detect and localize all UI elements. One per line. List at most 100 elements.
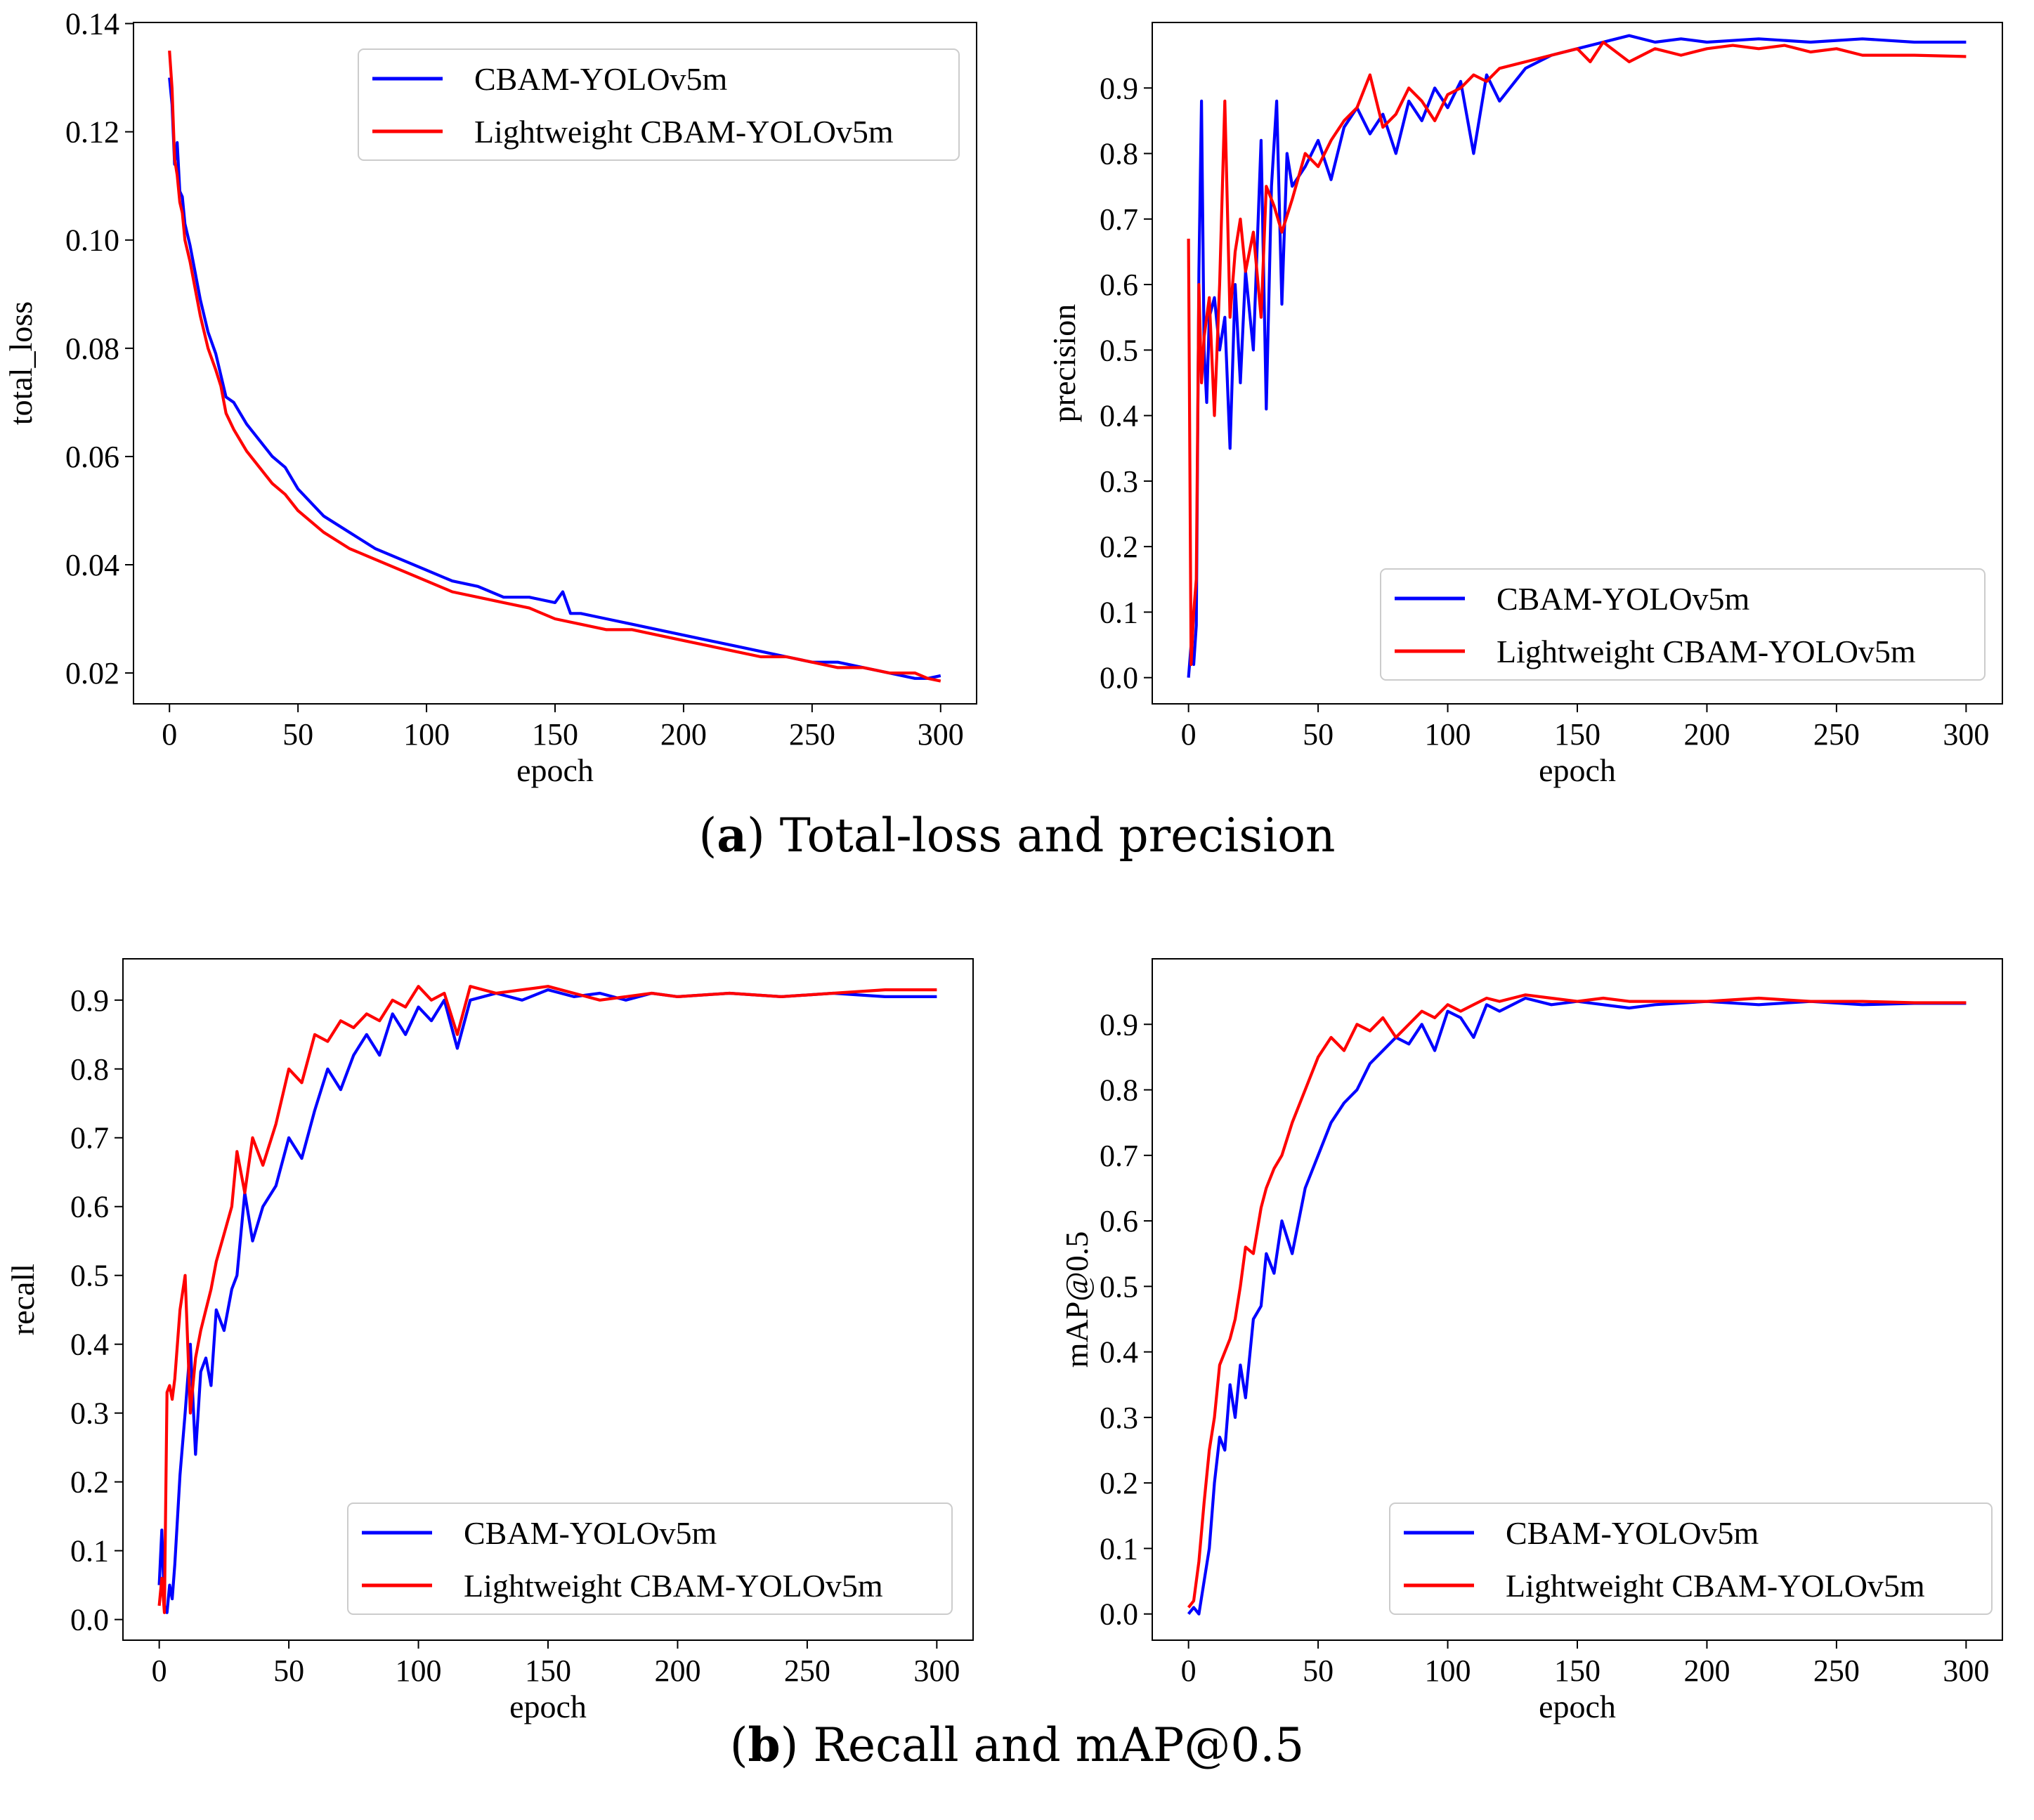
x-tick-label: 150: [1554, 717, 1601, 752]
y-tick-label: 0.6: [1100, 268, 1138, 302]
y-tick-label: 0.06: [65, 440, 119, 474]
y-tick-label: 0.2: [1100, 1466, 1138, 1500]
x-tick-label: 250: [1813, 1654, 1860, 1688]
x-axis-label: epoch: [516, 752, 594, 788]
y-tick-label: 0.7: [1100, 202, 1138, 237]
caption-b: (b) Recall and mAP@0.5: [729, 1717, 1305, 1772]
y-tick-label: 0.2: [1100, 530, 1138, 564]
y-axis-label: total_loss: [3, 301, 39, 425]
chart-recall: 0 50 100 150 200 250 300 0.0 0.1 0.2 0.3 0.4 0.5 0.6 0…: [5, 958, 974, 1724]
x-tick-label: 50: [1303, 717, 1334, 752]
series-line-lightweight-cbam-yolov5m: [168, 50, 941, 683]
legend-label: CBAM-YOLOv5m: [474, 61, 728, 97]
y-tick-label: 0.6: [70, 1190, 109, 1224]
x-tick-label: 150: [532, 717, 578, 752]
x-tick-label: 50: [273, 1654, 304, 1688]
x-tick-label: 200: [1683, 717, 1730, 752]
y-tick-label: 0.3: [70, 1396, 109, 1431]
chart-precision: 0 50 100 150 200 250 300 0.0 0.1 0.2 0.3 0.4 0.5 0.6 0…: [1046, 22, 2003, 788]
caption-a-text: Total-loss and precision: [779, 808, 1336, 863]
y-tick-label: 0.7: [1100, 1139, 1138, 1173]
series-line-cbam-yolov5m: [157, 988, 937, 1614]
y-tick-label: 0.8: [70, 1052, 109, 1087]
legend: CBAM-YOLOv5m Lightweight CBAM-YOLOv5m: [347, 1503, 953, 1615]
y-tick-label: 0.3: [1100, 464, 1138, 499]
y-tick-label: 0.5: [1100, 333, 1138, 367]
x-tick-label: 50: [1303, 1654, 1334, 1688]
x-axis-label: epoch: [1539, 752, 1616, 788]
caption-a: (a) Total-loss and precision: [698, 808, 1336, 863]
y-tick-label: 0.5: [1100, 1269, 1138, 1304]
y-tick-label: 0.9: [1100, 1007, 1138, 1042]
legend-box: [1389, 1503, 1993, 1615]
y-tick-label: 0.4: [70, 1328, 109, 1362]
legend-label: Lightweight CBAM-YOLOv5m: [474, 114, 894, 150]
y-axis-label: recall: [5, 1264, 41, 1335]
x-tick-label: 50: [282, 717, 313, 752]
x-tick-label: 300: [1943, 717, 1989, 752]
x-tick-label: 100: [1425, 1654, 1471, 1688]
x-tick-label: 0: [1181, 1654, 1197, 1688]
x-axis-label: epoch: [509, 1689, 587, 1724]
x-tick-label: 150: [1554, 1654, 1601, 1688]
legend-box: [347, 1503, 953, 1615]
y-axis-label: precision: [1046, 304, 1082, 423]
x-tick-label: 300: [913, 1654, 960, 1688]
x-tick-label: 0: [1181, 717, 1197, 752]
y-tick-label: 0.4: [1100, 1335, 1138, 1370]
y-tick-label: 0.14: [65, 7, 119, 41]
y-tick-label: 0.6: [1100, 1204, 1138, 1238]
x-tick-label: 0: [162, 717, 177, 752]
y-tick-label: 0.5: [70, 1259, 109, 1293]
y-tick-label: 0.1: [1100, 1531, 1138, 1566]
y-tick-label: 0.12: [65, 115, 119, 150]
x-tick-label: 100: [396, 1654, 442, 1688]
legend-box: [1380, 568, 1986, 681]
series-line-cbam-yolov5m: [1187, 34, 1967, 678]
y-tick-label: 0.8: [1100, 137, 1138, 171]
legend-label: Lightweight CBAM-YOLOv5m: [1497, 634, 1916, 669]
x-tick-label: 0: [152, 1654, 167, 1688]
x-axis-label: epoch: [1539, 1689, 1616, 1724]
x-tick-label: 250: [784, 1654, 830, 1688]
y-tick-label: 0.1: [1100, 595, 1138, 629]
series-line-cbam-yolov5m: [168, 77, 941, 680]
series-line-lightweight-cbam-yolov5m: [1187, 993, 1967, 1609]
caption-b-text: Recall and mAP@0.5: [813, 1718, 1305, 1772]
y-tick-label: 0.2: [70, 1465, 109, 1500]
y-tick-label: 0.4: [1100, 399, 1138, 433]
legend-box: [358, 48, 960, 161]
legend-label: CBAM-YOLOv5m: [1506, 1515, 1759, 1551]
x-tick-label: 200: [654, 1654, 700, 1688]
legend-label: CBAM-YOLOv5m: [464, 1515, 717, 1551]
y-tick-label: 0.3: [1100, 1401, 1138, 1435]
y-tick-label: 0.0: [70, 1603, 109, 1637]
y-tick-label: 0.9: [1100, 71, 1138, 105]
y-axis-label: mAP@0.5: [1059, 1231, 1095, 1368]
y-tick-label: 0.10: [65, 223, 119, 258]
chart-map50: 0 50 100 150 200 250 300 0.0 0.1 0.2 0.3 0.4 0.5 0.6 0…: [1059, 958, 2003, 1724]
x-tick-label: 300: [918, 717, 964, 752]
legend-label: CBAM-YOLOv5m: [1497, 581, 1750, 617]
y-tick-label: 0.0: [1100, 661, 1138, 695]
y-tick-label: 0.7: [70, 1121, 109, 1155]
x-tick-label: 250: [1813, 717, 1860, 752]
y-tick-label: 0.08: [65, 332, 119, 366]
series-line-lightweight-cbam-yolov5m: [1187, 40, 1967, 667]
legend: CBAM-YOLOv5m Lightweight CBAM-YOLOv5m: [1380, 568, 1986, 681]
legend: CBAM-YOLOv5m Lightweight CBAM-YOLOv5m: [1389, 1503, 1993, 1615]
legend-label: Lightweight CBAM-YOLOv5m: [464, 1568, 883, 1604]
y-tick-label: 0.9: [70, 983, 109, 1018]
y-tick-label: 0.1: [70, 1534, 109, 1569]
legend-label: Lightweight CBAM-YOLOv5m: [1506, 1568, 1925, 1604]
y-tick-label: 0.8: [1100, 1073, 1138, 1108]
x-tick-label: 150: [525, 1654, 571, 1688]
y-tick-label: 0.02: [65, 656, 119, 690]
caption-b-label: b: [748, 1717, 781, 1772]
x-tick-label: 300: [1943, 1654, 1989, 1688]
y-tick-label: 0.04: [65, 548, 119, 582]
x-tick-label: 250: [789, 717, 835, 752]
x-tick-label: 200: [660, 717, 707, 752]
x-tick-label: 200: [1683, 1654, 1730, 1688]
x-tick-label: 100: [403, 717, 450, 752]
